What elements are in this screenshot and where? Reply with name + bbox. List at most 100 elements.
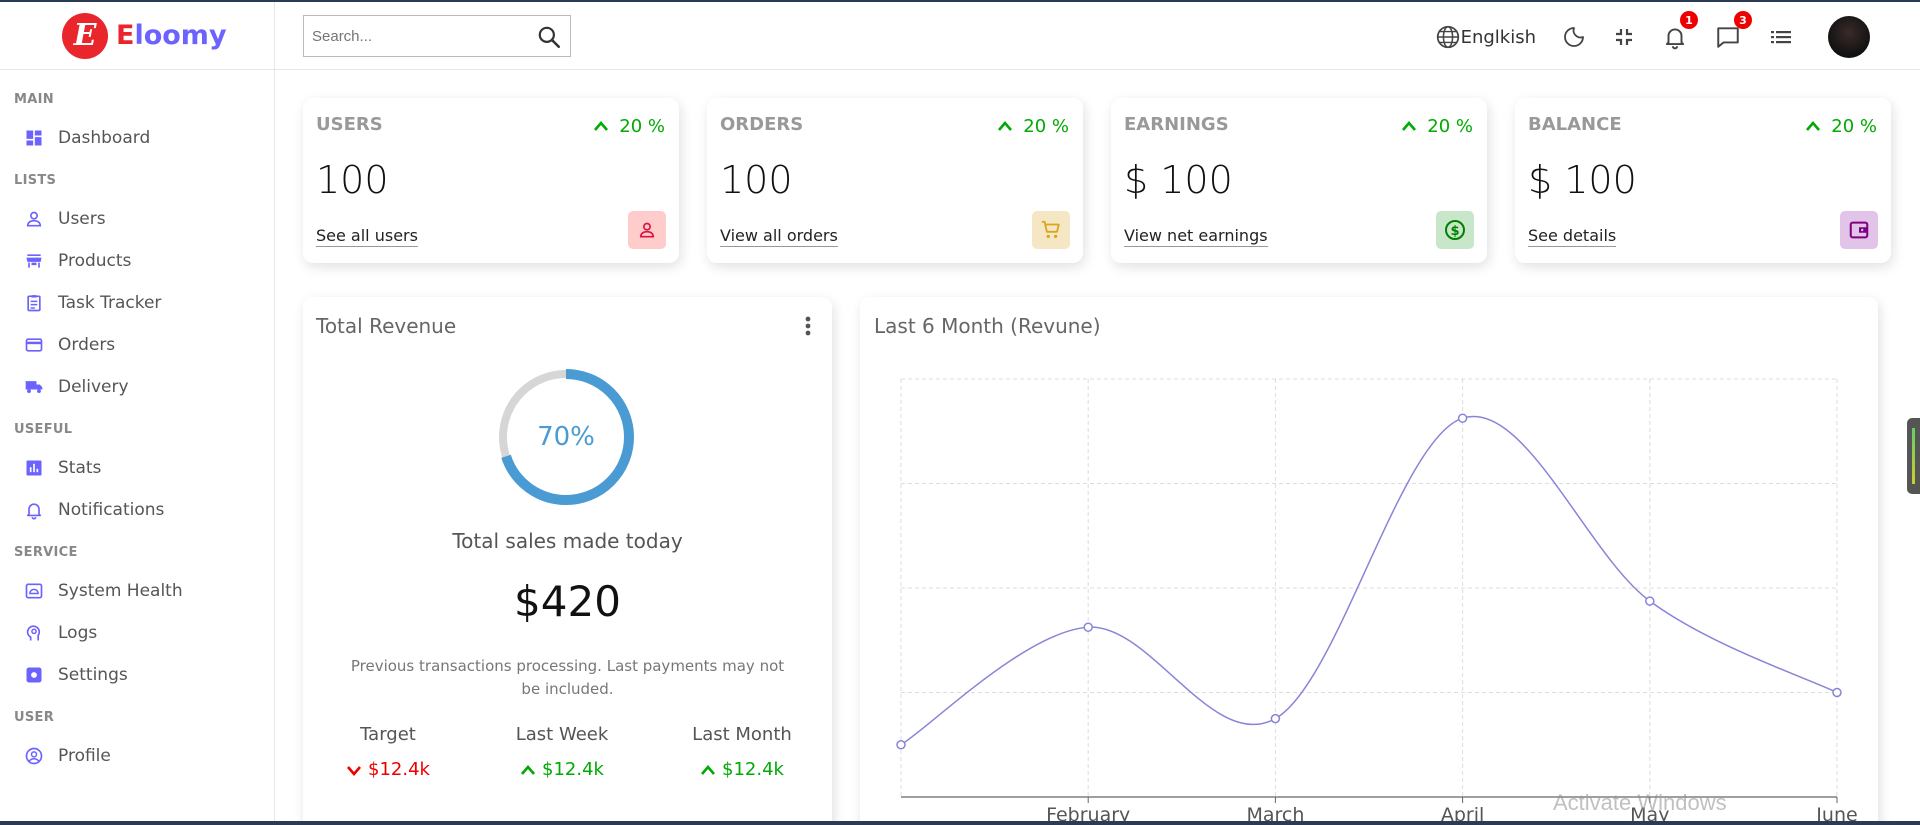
messages-button[interactable]: 3 xyxy=(1714,11,1752,57)
revenue-chart-card: Last 6 Month (Revune) February March April… xyxy=(860,297,1878,825)
sidebar-item-label: Settings xyxy=(58,665,128,685)
language-label: Englkish xyxy=(1460,26,1536,48)
store-icon xyxy=(24,251,44,271)
sidebar-item-label: System Health xyxy=(58,581,183,601)
more-vert-icon[interactable] xyxy=(804,315,812,337)
widget-percentage-value: 20 % xyxy=(1831,116,1877,137)
psychology-icon xyxy=(24,623,44,643)
logo-text: Eloomy xyxy=(116,20,227,51)
data-point xyxy=(896,740,906,750)
stat-amount: $12.4k xyxy=(722,759,784,780)
x-tick-label: February xyxy=(1046,804,1130,825)
nav-section-useful: USEFUL Stats Notifications xyxy=(14,422,274,531)
sidebar-item-users[interactable]: Users xyxy=(14,198,274,240)
data-point xyxy=(1457,413,1468,423)
language-selector[interactable]: Englkish xyxy=(1435,17,1536,57)
widget-percentage-value: 20 % xyxy=(1023,116,1069,137)
featured-title: Total Revenue xyxy=(316,314,457,338)
featured-amount: $420 xyxy=(514,577,621,626)
avatar[interactable] xyxy=(1828,16,1870,58)
widget-percentage-value: 20 % xyxy=(619,116,665,137)
dashboard-icon xyxy=(24,128,44,148)
fullscreen-exit-button[interactable] xyxy=(1612,17,1636,57)
widget-orders: ORDERS 20 % 100 View all orders xyxy=(707,98,1083,263)
stat-value: $12.4k xyxy=(482,759,642,780)
sidebar-item-dashboard[interactable]: Dashboard xyxy=(14,117,274,159)
list-menu-button[interactable] xyxy=(1768,17,1794,57)
widget-value: 100 xyxy=(720,158,793,202)
stat-amount: $12.4k xyxy=(542,759,604,780)
cart-icon[interactable] xyxy=(1032,211,1070,249)
settings-icon xyxy=(24,665,44,685)
side-edge-tab[interactable] xyxy=(1907,418,1920,494)
sidebar-item-notifications[interactable]: Notifications xyxy=(14,489,274,531)
notifications-badge: 1 xyxy=(1680,11,1698,29)
stat-last-month: Last Month $12.4k xyxy=(662,724,822,780)
stat-title: Last Month xyxy=(692,724,792,745)
bar-chart-icon xyxy=(24,458,44,478)
account-circle-icon xyxy=(24,746,44,766)
wallet-icon[interactable] xyxy=(1840,211,1878,249)
nav-section-title: LISTS xyxy=(14,173,57,188)
sidebar-item-label: Task Tracker xyxy=(58,293,162,313)
sidebar-item-system-health[interactable]: System Health xyxy=(14,570,274,612)
sidebar-item-label: Logs xyxy=(58,623,98,643)
widget-percentage: 20 % xyxy=(997,116,1069,137)
chat-bubble-icon xyxy=(1717,27,1739,48)
logo[interactable]: E Eloomy xyxy=(0,2,274,70)
notifications-button[interactable]: 1 xyxy=(1662,11,1698,57)
globe-icon xyxy=(1436,25,1459,49)
widget-title: ORDERS xyxy=(720,114,804,135)
stat-target: Target $12.4k xyxy=(308,724,468,780)
nav-section-title: USER xyxy=(14,710,55,725)
search-input[interactable] xyxy=(312,27,522,45)
sidebar-item-settings[interactable]: Settings xyxy=(14,654,274,696)
logo-mark: E xyxy=(62,12,108,59)
sidebar-item-orders[interactable]: Orders xyxy=(14,324,274,366)
nav-section-title: USEFUL xyxy=(14,422,73,437)
stat-title: Target xyxy=(360,724,416,745)
dark-mode-toggle[interactable] xyxy=(1562,17,1586,57)
progress-ring: 70% xyxy=(496,367,636,507)
sidebar-item-stats[interactable]: Stats xyxy=(14,447,274,489)
messages-badge: 3 xyxy=(1734,11,1752,29)
widget-users: USERS 20 % 100 See all users xyxy=(303,98,679,263)
stat-last-week: Last Week $12.4k xyxy=(482,724,642,780)
search-icon[interactable] xyxy=(536,24,562,50)
bell-icon xyxy=(1665,28,1685,50)
sidebar-item-logs[interactable]: Logs xyxy=(14,612,274,654)
data-point xyxy=(1083,622,1093,632)
sidebar-nav: MAIN Dashboard LISTS Users Products Task Trac… xyxy=(0,70,274,777)
sidebar-item-delivery[interactable]: Delivery xyxy=(14,366,274,408)
nav-section-service: SERVICE System Health Logs Settings xyxy=(14,545,274,696)
fullscreen-exit-icon xyxy=(1616,29,1632,45)
person-icon xyxy=(24,209,44,229)
chevron-up-icon xyxy=(1401,116,1427,137)
truck-icon xyxy=(24,377,44,397)
widget-percentage: 20 % xyxy=(1805,116,1877,137)
sidebar-item-profile[interactable]: Profile xyxy=(14,735,274,777)
person-icon[interactable] xyxy=(628,211,666,249)
search-box[interactable] xyxy=(303,15,571,57)
sidebar: E Eloomy MAIN Dashboard LISTS Users Products… xyxy=(0,2,275,821)
stat-value: $12.4k xyxy=(662,759,822,780)
widget-balance: BALANCE 20 % $ 100 See details xyxy=(1515,98,1891,263)
sidebar-item-task-tracker[interactable]: Task Tracker xyxy=(14,282,274,324)
widget-link[interactable]: See all users xyxy=(316,226,418,247)
widget-link[interactable]: See details xyxy=(1528,226,1617,247)
featured-description: Previous transactions processing. Last p… xyxy=(350,657,785,698)
sidebar-item-label: Delivery xyxy=(58,377,129,397)
sidebar-item-label: Notifications xyxy=(58,500,165,520)
widget-value: 100 xyxy=(316,158,389,202)
sidebar-item-products[interactable]: Products xyxy=(14,240,274,282)
navbar-actions: Englkish 1 3 xyxy=(1409,11,1870,58)
logo-text-rest: loomy xyxy=(134,20,227,51)
widget-percentage: 20 % xyxy=(1401,116,1473,137)
chevron-up-icon xyxy=(700,764,716,776)
widget-link[interactable]: View all orders xyxy=(720,226,838,247)
progress-ring-svg xyxy=(498,369,634,505)
bell-icon xyxy=(24,500,44,520)
dollar-icon[interactable]: $ xyxy=(1436,211,1474,249)
chevron-up-icon xyxy=(520,764,536,776)
widget-link[interactable]: View net earnings xyxy=(1124,226,1268,247)
